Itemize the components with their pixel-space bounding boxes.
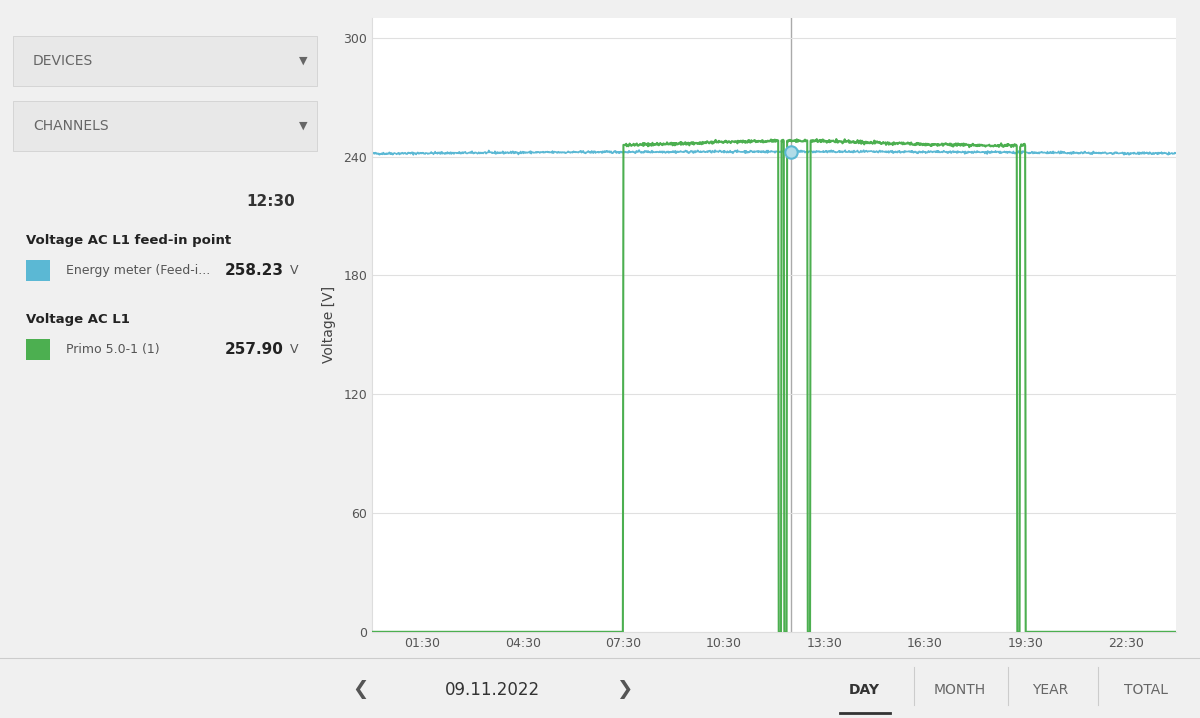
FancyBboxPatch shape — [13, 101, 317, 151]
Text: ▼: ▼ — [299, 121, 308, 131]
Text: ❮: ❮ — [352, 680, 368, 699]
Text: TOTAL: TOTAL — [1124, 683, 1168, 696]
Text: MONTH: MONTH — [934, 683, 986, 696]
Text: V: V — [290, 264, 299, 277]
Text: 12:30: 12:30 — [246, 194, 295, 208]
Text: 09.11.2022: 09.11.2022 — [444, 681, 540, 699]
Text: 258.23: 258.23 — [224, 264, 283, 278]
Text: V: V — [290, 343, 299, 356]
Text: DAY: DAY — [848, 683, 880, 696]
Text: YEAR: YEAR — [1032, 683, 1068, 696]
Y-axis label: Voltage [V]: Voltage [V] — [323, 286, 336, 363]
Text: ▼: ▼ — [299, 56, 308, 66]
Text: 257.90: 257.90 — [224, 342, 283, 357]
Text: ❯: ❯ — [616, 680, 632, 699]
Text: Primo 5.0-1 (1): Primo 5.0-1 (1) — [66, 343, 160, 356]
Text: DEVICES: DEVICES — [34, 54, 94, 68]
Text: CHANNELS: CHANNELS — [34, 118, 109, 133]
Text: Energy meter (Feed-i...: Energy meter (Feed-i... — [66, 264, 210, 277]
FancyBboxPatch shape — [13, 36, 317, 86]
FancyBboxPatch shape — [26, 260, 49, 281]
Text: Voltage AC L1 feed-in point: Voltage AC L1 feed-in point — [26, 234, 232, 247]
FancyBboxPatch shape — [26, 339, 49, 360]
Point — [781, 146, 800, 158]
Text: Voltage AC L1: Voltage AC L1 — [26, 313, 131, 326]
